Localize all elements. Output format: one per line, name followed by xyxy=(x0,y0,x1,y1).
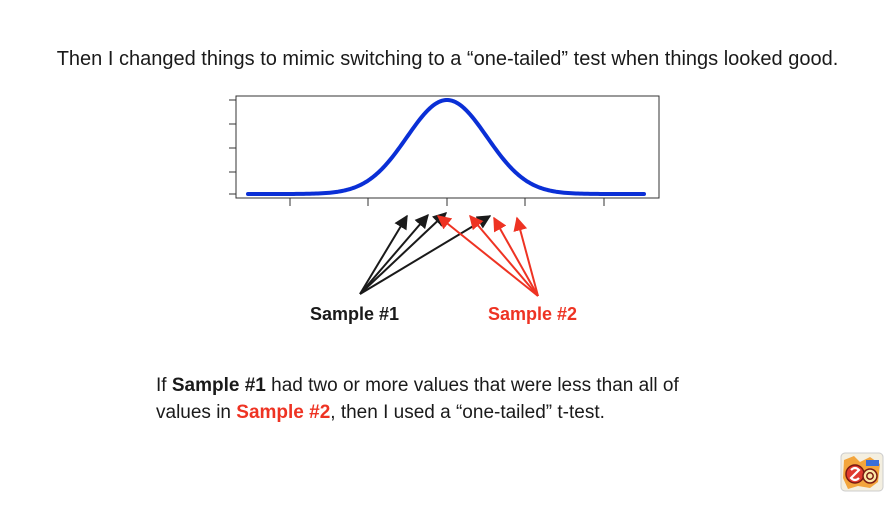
caption-text: , then I used a “one-tailed” t-test. xyxy=(330,402,605,423)
sample-1-label: Sample #1 xyxy=(310,304,400,324)
sample-2-label: Sample #2 xyxy=(488,304,578,324)
sample-2-arrow xyxy=(436,215,539,297)
sample-2-arrow xyxy=(469,214,539,297)
caption-line-1: If Sample #1 had two or more values that… xyxy=(156,372,679,399)
sample-1-arrows xyxy=(359,212,492,295)
sample-1-arrow xyxy=(359,214,408,295)
statquest-logo-icon xyxy=(840,452,884,492)
x-axis-ticks xyxy=(289,198,605,206)
sample-1-arrow xyxy=(359,213,429,295)
caption-text: If xyxy=(156,375,172,396)
sample-1-arrow xyxy=(359,215,492,295)
caption-sample-1: Sample #1 xyxy=(171,375,266,396)
y-axis-ticks xyxy=(229,99,236,195)
caption-text: values in xyxy=(156,402,237,423)
sample-2-arrows xyxy=(436,214,539,297)
plot-frame xyxy=(235,95,660,199)
sample-1-arrow xyxy=(359,212,448,295)
slide-heading: Then I changed things to mimic switching… xyxy=(56,48,839,70)
caption: If Sample #1 had two or more values that… xyxy=(156,372,679,426)
caption-text: had two or more values that were less th… xyxy=(265,375,679,396)
sample-2-arrow xyxy=(493,216,539,297)
normal-curve xyxy=(246,98,646,196)
caption-sample-2: Sample #2 xyxy=(236,402,331,423)
sample-2-arrow xyxy=(513,216,539,297)
caption-line-2: values in Sample #2, then I used a “one-… xyxy=(156,399,679,426)
